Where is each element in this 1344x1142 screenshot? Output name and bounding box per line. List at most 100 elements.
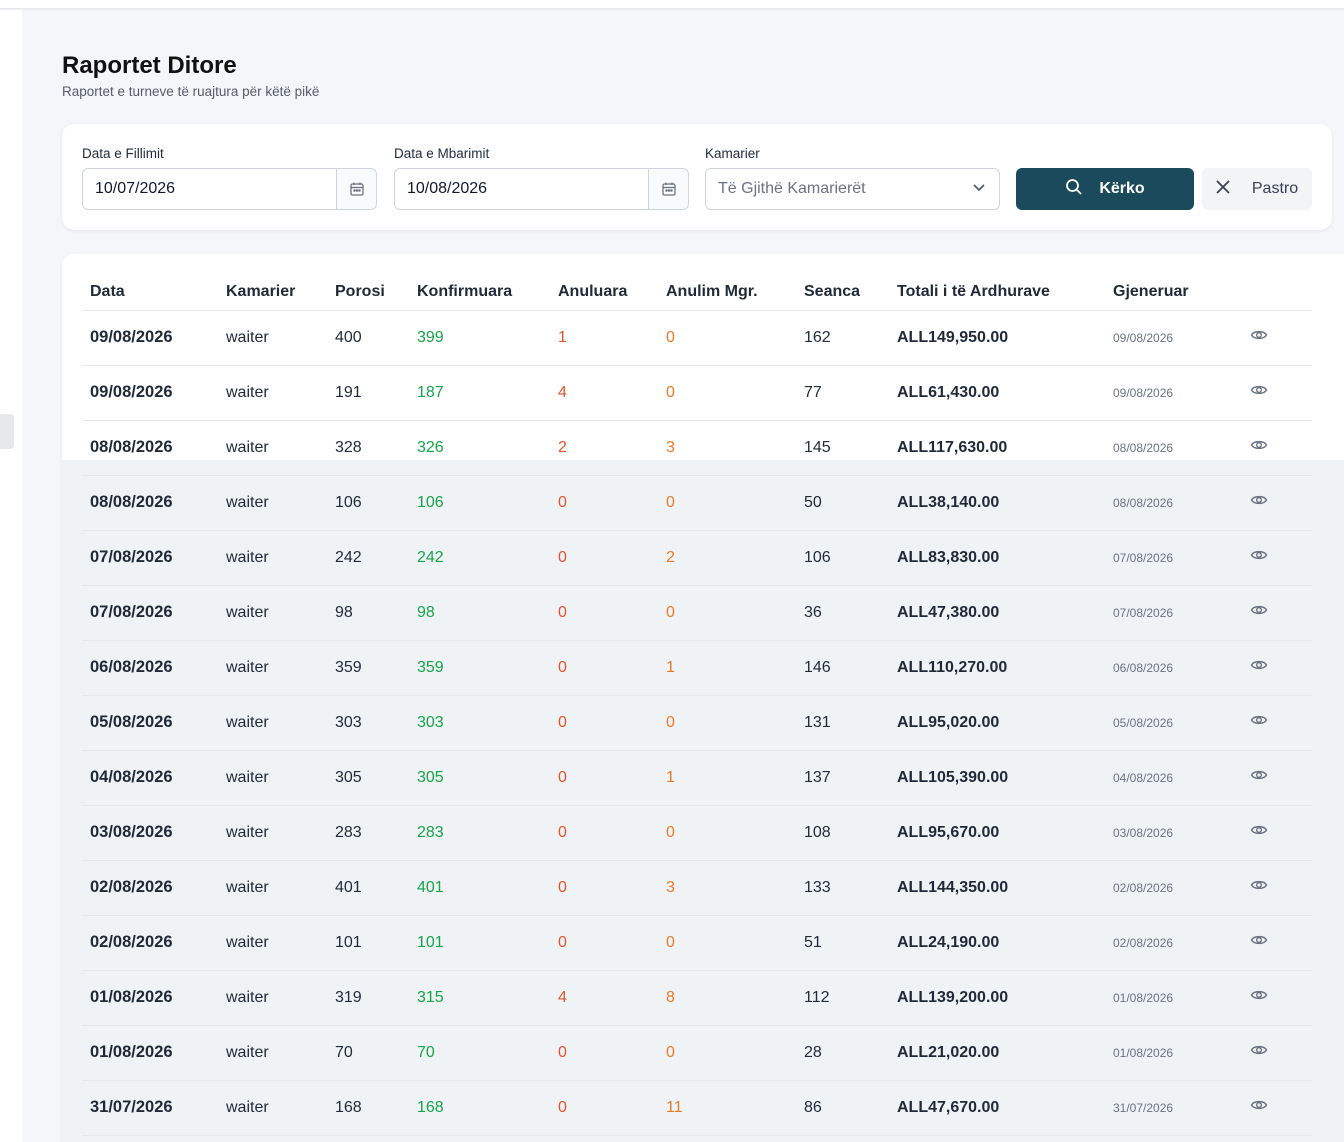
row-orders: 400 [327,310,409,366]
row-sessions: 108 [796,805,889,861]
table-row[interactable]: 04/08/2026 waiter 305 305 0 1 137 ALL105,390.00… [82,750,1312,806]
column-header[interactable]: Anuluara [550,274,658,311]
eye-icon[interactable] [1240,601,1268,624]
eye-icon[interactable] [1240,546,1268,569]
row-cancelled: 0 [550,475,658,531]
row-orders: 283 [327,805,409,861]
waiter-select-value: Të Gjithë Kamarierët [718,180,866,197]
table-row[interactable]: 09/08/2026 waiter 400 399 1 0 162 ALL149,950.00… [82,310,1312,366]
end-date-field[interactable]: 10/08/2026 [394,168,689,210]
eye-icon[interactable] [1240,1096,1268,1119]
column-header[interactable]: Kamarier [218,274,327,311]
row-generated: 06/08/2026 [1105,640,1232,696]
row-cancelled: 0 [550,585,658,641]
table-row[interactable]: 06/08/2026 waiter 359 359 0 1 146 ALL110,270.00… [82,640,1312,696]
row-sessions: 51 [796,915,889,971]
search-button[interactable]: Kërko [1016,168,1194,210]
view-report-cell [1232,860,1312,916]
view-report-cell [1232,750,1312,806]
table-row[interactable]: 01/08/2026 waiter 70 70 0 0 28 ALL21,020.00 01/0… [82,1025,1312,1081]
row-cancelled: 4 [550,970,658,1026]
waiter-select[interactable]: Të Gjithë Kamarierët [705,168,1000,210]
row-waiter: waiter [218,805,327,861]
top-bar [0,0,1344,9]
table-body: 09/08/2026 waiter 400 399 1 0 162 ALL149,950.00… [82,310,1312,1136]
start-date-value[interactable]: 10/07/2026 [95,180,176,197]
row-confirmed: 399 [409,310,550,366]
row-manager-cancel: 0 [658,805,796,861]
row-confirmed: 305 [409,750,550,806]
row-total-revenue: ALL38,140.00 [889,475,1105,531]
row-date: 09/08/2026 [82,365,218,421]
row-waiter: waiter [218,695,327,751]
eye-icon[interactable] [1240,381,1268,404]
row-waiter: waiter [218,640,327,696]
row-orders: 328 [327,420,409,476]
sidebar-toggle-handle[interactable] [0,414,14,449]
view-report-cell [1232,585,1312,641]
clear-button[interactable]: Pastro [1202,168,1312,210]
column-header[interactable]: Konfirmuara [409,274,550,311]
eye-icon[interactable] [1240,766,1268,789]
table-row[interactable]: 08/08/2026 waiter 328 326 2 3 145 ALL117,630.00… [82,420,1312,476]
eye-icon[interactable] [1240,821,1268,844]
eye-icon[interactable] [1240,986,1268,1009]
eye-icon[interactable] [1240,931,1268,954]
eye-icon[interactable] [1240,436,1268,459]
row-sessions: 137 [796,750,889,806]
table-row[interactable]: 02/08/2026 waiter 401 401 0 3 133 ALL144,350.00… [82,860,1312,916]
eye-icon[interactable] [1240,876,1268,899]
close-icon [1216,179,1230,199]
column-header[interactable]: Anulim Mgr. [658,274,796,311]
row-total-revenue: ALL95,670.00 [889,805,1105,861]
view-report-cell [1232,915,1312,971]
column-header[interactable]: Gjeneruar [1105,274,1232,311]
row-manager-cancel: 3 [658,860,796,916]
row-generated: 02/08/2026 [1105,915,1232,971]
table-row[interactable]: 03/08/2026 waiter 283 283 0 0 108 ALL95,670.00 0… [82,805,1312,861]
table-row[interactable]: 01/08/2026 waiter 319 315 4 8 112 ALL139,200.00… [82,970,1312,1026]
reports-table-card: Data Kamarier Porosi Konfirmuara Anuluar… [62,254,1344,1142]
calendar-icon[interactable] [648,169,688,209]
table-row[interactable]: 07/08/2026 waiter 98 98 0 0 36 ALL47,380.00 07/0… [82,585,1312,641]
row-manager-cancel: 0 [658,475,796,531]
row-waiter: waiter [218,530,327,586]
table-row[interactable]: 02/08/2026 waiter 101 101 0 0 51 ALL24,190.00 02… [82,915,1312,971]
row-confirmed: 401 [409,860,550,916]
eye-icon[interactable] [1240,326,1268,349]
table-header-row: Data Kamarier Porosi Konfirmuara Anuluar… [82,274,1312,311]
column-header[interactable]: Data [82,274,218,311]
table-row[interactable]: 09/08/2026 waiter 191 187 4 0 77 ALL61,430.00 09… [82,365,1312,421]
row-orders: 106 [327,475,409,531]
row-manager-cancel: 3 [658,420,796,476]
row-confirmed: 326 [409,420,550,476]
row-manager-cancel: 0 [658,310,796,366]
row-waiter: waiter [218,420,327,476]
row-manager-cancel: 1 [658,750,796,806]
table-row[interactable]: 31/07/2026 waiter 168 168 0 11 86 ALL47,670.00 3… [82,1080,1312,1136]
row-orders: 359 [327,640,409,696]
column-header[interactable]: Porosi [327,274,409,311]
calendar-icon[interactable] [336,169,376,209]
row-generated: 02/08/2026 [1105,860,1232,916]
row-cancelled: 1 [550,310,658,366]
page-title: Raportet Ditore [62,52,237,79]
column-header[interactable]: Seanca [796,274,889,311]
row-manager-cancel: 0 [658,365,796,421]
start-date-field[interactable]: 10/07/2026 [82,168,377,210]
row-total-revenue: ALL61,430.00 [889,365,1105,421]
row-sessions: 131 [796,695,889,751]
eye-icon[interactable] [1240,1041,1268,1064]
eye-icon[interactable] [1240,656,1268,679]
eye-icon[interactable] [1240,491,1268,514]
end-date-value[interactable]: 10/08/2026 [407,180,488,197]
row-cancelled: 0 [550,530,658,586]
row-orders: 191 [327,365,409,421]
table-row[interactable]: 08/08/2026 waiter 106 106 0 0 50 ALL38,140.00 08… [82,475,1312,531]
column-header[interactable]: Totali i të Ardhurave [889,274,1105,311]
table-row[interactable]: 07/08/2026 waiter 242 242 0 2 106 ALL83,830.00 0… [82,530,1312,586]
search-icon [1065,178,1083,201]
row-confirmed: 303 [409,695,550,751]
eye-icon[interactable] [1240,711,1268,734]
table-row[interactable]: 05/08/2026 waiter 303 303 0 0 131 ALL95,020.00 0… [82,695,1312,751]
